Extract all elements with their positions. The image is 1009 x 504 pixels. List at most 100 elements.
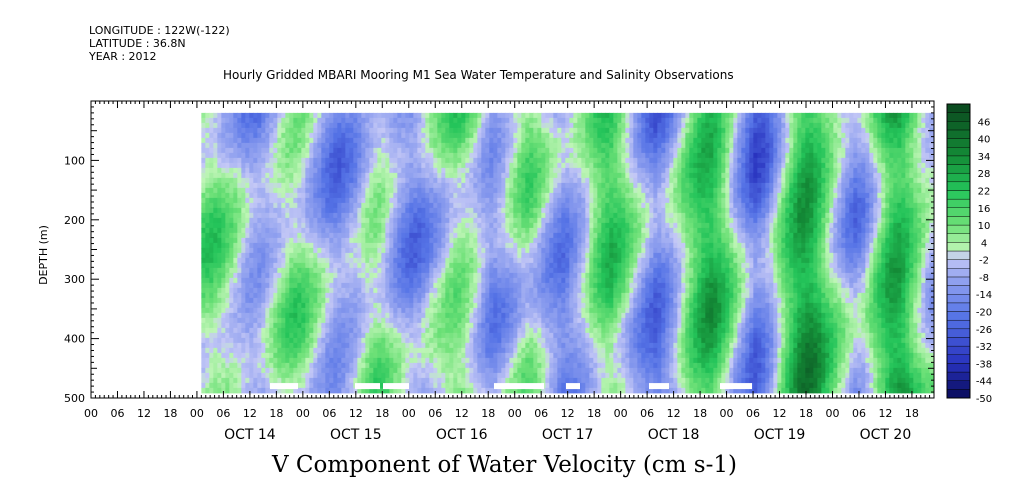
heatmap-cell	[525, 112, 530, 119]
heatmap-cell	[245, 222, 250, 229]
heatmap-cell	[361, 352, 366, 359]
heatmap-cell	[437, 342, 442, 349]
heatmap-cell	[445, 337, 450, 344]
heatmap-cell	[449, 362, 454, 369]
heatmap-cell	[377, 172, 382, 179]
heatmap-cell	[429, 342, 434, 349]
heatmap-cell	[505, 317, 510, 324]
heatmap-cell	[289, 132, 294, 139]
heatmap-cell	[297, 217, 302, 224]
heatmap-cell	[269, 322, 274, 329]
heatmap-cell	[205, 247, 210, 254]
heatmap-cell	[317, 267, 322, 274]
heatmap-cell	[445, 227, 450, 234]
heatmap-cell	[353, 232, 358, 239]
heatmap-cell	[317, 132, 322, 139]
heatmap-cell	[493, 277, 498, 284]
heatmap-cell	[261, 387, 266, 394]
heatmap-cell	[553, 327, 558, 334]
heatmap-cell	[489, 122, 494, 129]
heatmap-cell	[473, 222, 478, 229]
heatmap-cell	[461, 347, 466, 354]
heatmap-cell	[489, 332, 494, 339]
heatmap-cell	[261, 137, 266, 144]
heatmap-cell	[417, 382, 422, 389]
heatmap-cell	[377, 352, 382, 359]
heatmap-cell	[265, 312, 270, 319]
heatmap-cell	[405, 212, 410, 219]
heatmap-cell	[325, 292, 330, 299]
heatmap-cell	[361, 132, 366, 139]
heatmap-cell	[289, 292, 294, 299]
heatmap-cell	[285, 237, 290, 244]
heatmap-cell	[389, 117, 394, 124]
heatmap-cell	[429, 317, 434, 324]
heatmap-cell	[497, 202, 502, 209]
heatmap-cell	[549, 157, 554, 164]
heatmap-cell	[417, 122, 422, 129]
heatmap-cell	[277, 192, 282, 199]
heatmap-cell	[477, 287, 482, 294]
heatmap-cell	[369, 322, 374, 329]
heatmap-cell	[377, 187, 382, 194]
heatmap-cell	[485, 337, 490, 344]
heatmap-cell	[525, 217, 530, 224]
heatmap-cell	[309, 337, 314, 344]
heatmap-cell	[237, 347, 242, 354]
heatmap-cell	[477, 222, 482, 229]
heatmap-cell	[445, 182, 450, 189]
heatmap-cell	[313, 117, 318, 124]
heatmap-cell	[413, 197, 418, 204]
heatmap-cell	[493, 257, 498, 264]
heatmap-cell	[341, 287, 346, 294]
heatmap-cell	[353, 387, 358, 394]
heatmap-cell	[477, 377, 482, 384]
heatmap-cell	[209, 377, 214, 384]
heatmap-cell	[493, 272, 498, 279]
heatmap-cell	[373, 317, 378, 324]
heatmap-cell	[293, 247, 298, 254]
heatmap-cell	[417, 332, 422, 339]
heatmap-cell	[289, 152, 294, 159]
heatmap-cell	[321, 342, 326, 349]
heatmap-cell	[457, 122, 462, 129]
heatmap-cell	[317, 187, 322, 194]
heatmap-cell	[329, 212, 334, 219]
heatmap-cell	[237, 267, 242, 274]
heatmap-cell	[337, 267, 342, 274]
heatmap-cell	[389, 132, 394, 139]
heatmap-cell	[373, 272, 378, 279]
heatmap-cell	[517, 137, 522, 144]
heatmap-cell	[469, 227, 474, 234]
heatmap-cell	[373, 127, 378, 134]
heatmap-cell	[513, 187, 518, 194]
heatmap-cell	[237, 137, 242, 144]
heatmap-cell	[477, 172, 482, 179]
heatmap-cell	[297, 167, 302, 174]
heatmap-cell	[285, 297, 290, 304]
heatmap-cell	[293, 207, 298, 214]
heatmap-cell	[381, 187, 386, 194]
heatmap-cell	[425, 312, 430, 319]
heatmap-cell	[509, 222, 514, 229]
heatmap-cell	[553, 377, 558, 384]
heatmap-cell	[377, 162, 382, 169]
heatmap-cell	[401, 377, 406, 384]
heatmap-cell	[217, 347, 222, 354]
heatmap-cell	[389, 362, 394, 369]
heatmap-cell	[225, 317, 230, 324]
heatmap-cell	[509, 347, 514, 354]
heatmap-cell	[249, 227, 254, 234]
heatmap-cell	[453, 382, 458, 389]
heatmap-cell	[293, 212, 298, 219]
heatmap-cell	[497, 217, 502, 224]
heatmap-cell	[429, 227, 434, 234]
heatmap-cell	[353, 152, 358, 159]
heatmap-cell	[489, 367, 494, 374]
heatmap-cell	[393, 162, 398, 169]
heatmap-cell	[329, 272, 334, 279]
heatmap-cell	[273, 312, 278, 319]
heatmap-cell	[505, 387, 510, 394]
heatmap-cell	[409, 112, 414, 119]
heatmap-cell	[529, 222, 534, 229]
